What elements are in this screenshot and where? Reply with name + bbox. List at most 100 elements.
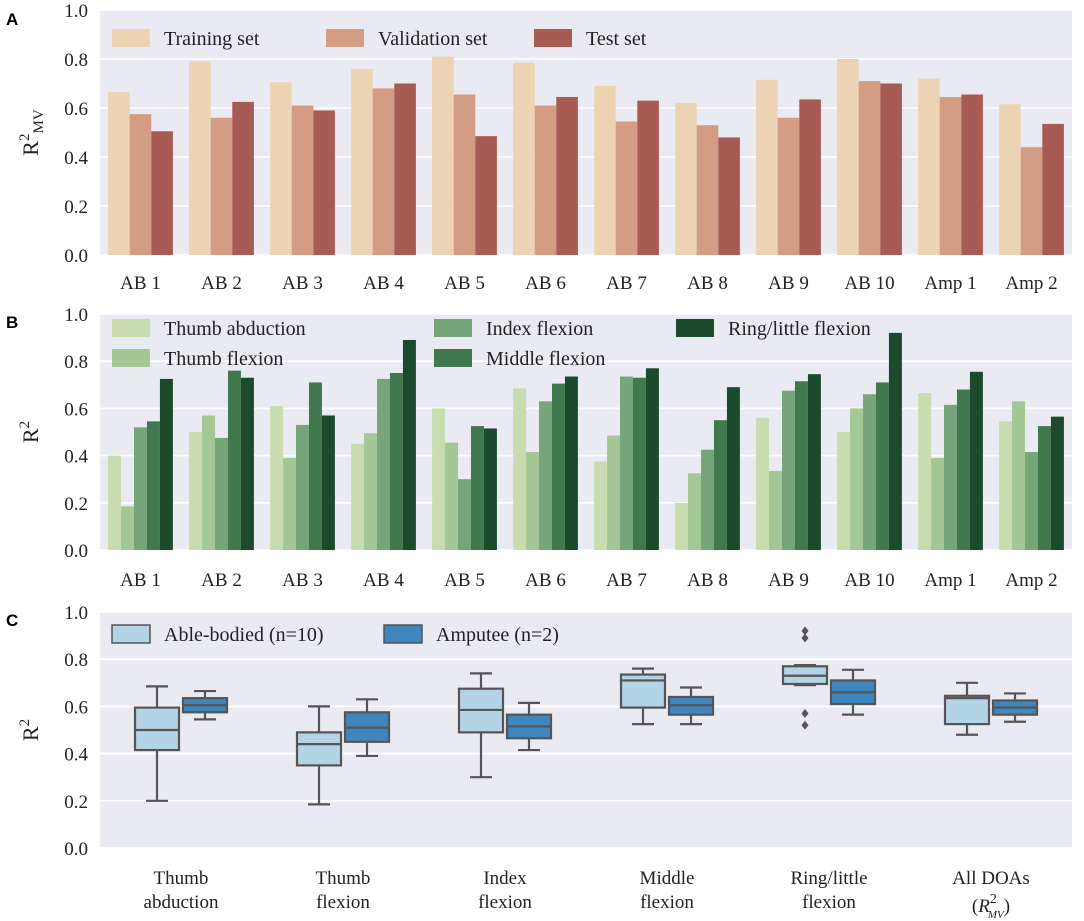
- legend-swatch: [676, 319, 714, 337]
- bar: [564, 376, 578, 550]
- legend-label: Training set: [164, 28, 260, 50]
- bar: [769, 470, 783, 550]
- bar: [215, 437, 228, 550]
- bar: [939, 96, 962, 255]
- y-tick-label: 0.2: [64, 197, 88, 218]
- bar: [645, 368, 659, 550]
- x-tick-line: flexion: [478, 892, 532, 913]
- bar: [1025, 452, 1038, 550]
- x-tick-label: Thumb flexion: [316, 868, 371, 913]
- paren-close: ): [1004, 896, 1010, 917]
- bar: [615, 121, 638, 255]
- bar: [918, 393, 932, 550]
- bar: [513, 62, 535, 255]
- y-axis-label: R2: [17, 719, 43, 741]
- legend-swatch: [326, 29, 364, 47]
- y-tick-label: 0.6: [64, 697, 88, 718]
- bar: [632, 377, 646, 550]
- box-plot: [667, 686, 715, 726]
- panel-a: 0.0 0.2 0.4 0.6 0.8 1.0 R2MV A AB 1 AB 2 AB 3 AB 4 A…: [6, 1, 1072, 294]
- legend-swatch: [112, 319, 150, 337]
- bar: [1050, 416, 1064, 550]
- y-tick-label: 0.4: [64, 447, 88, 468]
- bar: [458, 479, 471, 550]
- bar: [1012, 401, 1026, 550]
- y-tick-label: 0.6: [64, 99, 88, 120]
- y-axis-label: R2MV: [17, 109, 47, 156]
- bar: [227, 370, 241, 550]
- box: [133, 706, 181, 752]
- x-tick-label: AB 3: [282, 570, 323, 591]
- legend-swatch: [534, 29, 572, 47]
- bar: [713, 420, 727, 550]
- x-tick-label: Amp 1: [924, 570, 976, 591]
- legend-label: Test set: [586, 28, 647, 50]
- bar: [594, 461, 608, 550]
- plot-background: [100, 612, 1072, 848]
- x-tick-label: AB 8: [687, 273, 728, 294]
- outlier: [801, 720, 809, 730]
- panel-letter: C: [6, 611, 18, 630]
- bar: [151, 131, 173, 255]
- x-tick-math: (R2 MV): [972, 892, 1010, 921]
- x-tick-label: AB 3: [282, 273, 323, 294]
- legend-swatch: [112, 29, 150, 47]
- box-plot: [943, 681, 991, 736]
- legend-label: Validation set: [378, 28, 488, 50]
- bar: [1042, 123, 1064, 255]
- box-plot: [343, 698, 391, 758]
- bar: [961, 94, 983, 256]
- bar: [1037, 426, 1051, 550]
- bar: [1020, 147, 1043, 255]
- bar: [470, 426, 484, 550]
- bar: [321, 415, 335, 550]
- bar: [108, 455, 122, 550]
- bar: [283, 457, 297, 550]
- bar: [607, 435, 621, 550]
- x-tick-label: AB 1: [120, 273, 161, 294]
- bar: [999, 104, 1021, 255]
- legend-label: Index flexion: [486, 318, 593, 340]
- box-plot: [991, 692, 1039, 723]
- box-plot: [829, 668, 877, 716]
- box-plot: [181, 689, 229, 721]
- bar: [134, 427, 147, 550]
- outlier: [801, 633, 809, 643]
- bar: [794, 381, 808, 550]
- bar: [696, 125, 719, 256]
- x-tick-line: All DOAs: [952, 868, 1030, 889]
- bar: [756, 417, 770, 550]
- bar: [756, 79, 778, 255]
- legend-label: Ring/little flexion: [728, 318, 871, 340]
- bar: [146, 421, 160, 550]
- panel-letter: A: [6, 10, 18, 29]
- x-tick-label: Amp 2: [1005, 570, 1057, 591]
- panel-letter: B: [6, 313, 18, 332]
- box-plot: [295, 705, 343, 806]
- y-tick-label: 1.0: [64, 603, 88, 624]
- bar: [880, 83, 902, 255]
- x-tick-label: AB 9: [768, 273, 809, 294]
- plot-background: [100, 314, 1072, 550]
- y-tick-label: 0.2: [64, 792, 88, 813]
- x-tick-label: Amp 2: [1005, 273, 1057, 294]
- x-tick-line: Thumb: [154, 868, 209, 889]
- bar: [875, 382, 889, 550]
- x-tick-label: Ring/little flexion: [790, 868, 867, 913]
- bar: [189, 432, 203, 550]
- legend: Thumb abduction Thumb flexion Index flexio…: [112, 318, 871, 370]
- y-tick-label: 0.8: [64, 50, 88, 71]
- legend: Able-bodied (n=10) Amputee (n=2): [111, 624, 559, 646]
- box-plot: [781, 626, 829, 730]
- bar: [291, 105, 314, 255]
- y-tick-label: 1.0: [64, 305, 88, 326]
- x-tick-label: Middle flexion: [640, 868, 695, 913]
- math-sub: MV: [987, 909, 1005, 921]
- bar: [688, 473, 702, 550]
- outlier: [801, 708, 809, 718]
- x-tick-label: AB 7: [606, 570, 647, 591]
- bar: [453, 94, 476, 256]
- legend-swatch: [434, 319, 472, 337]
- x-tick-label: AB 10: [844, 273, 894, 294]
